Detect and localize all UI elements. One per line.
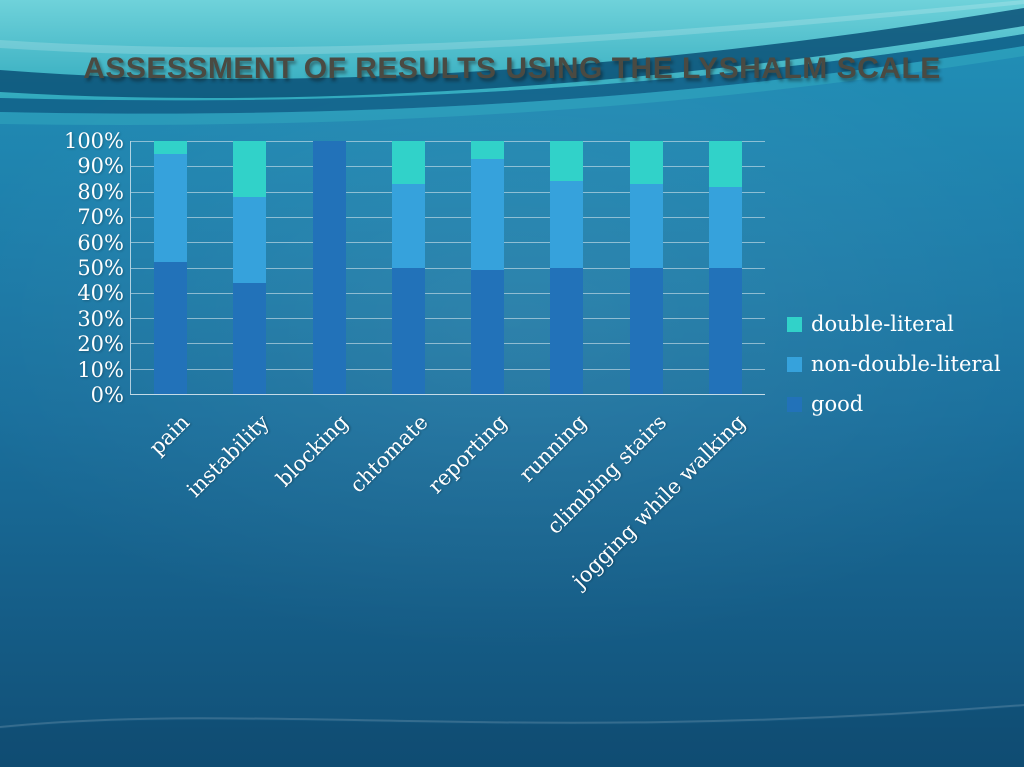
gridline [131,166,765,168]
bar-segment-good [629,267,663,394]
legend-label: double-literal [811,312,954,336]
bar-segment-double-literal [550,141,584,182]
bar-blocking [312,141,346,394]
bar-segment-good [550,267,584,394]
legend-swatch [787,396,802,412]
x-axis-category-label: chtomate [345,410,433,498]
bar-segment-double-literal [233,141,267,197]
bar-segment-non-double-literal [550,181,584,268]
y-axis-tick-label: 10% [77,357,124,382]
y-axis-tick-label: 20% [77,332,124,357]
legend-label: non-double-literal [811,352,1001,376]
x-axis-category-label: running [514,410,592,487]
bar-jogging-while-walking [708,141,742,394]
legend-item-double-literal: double-literal [787,312,1001,336]
bar-segment-double-literal [391,141,425,185]
bar-segment-good [154,262,188,394]
bar-pain [154,141,188,394]
bar-segment-non-double-literal [708,186,742,268]
bar-running [550,141,584,394]
legend-item-good: good [787,392,1001,416]
bar-segment-non-double-literal [629,184,663,268]
y-axis-tick-label: 70% [77,205,124,230]
bar-segment-good [708,267,742,394]
y-axis: 100% 90% 80% 70% 60% 50% 40% 30% 20% 10% 0% [36,129,124,407]
bar-reporting [471,141,505,394]
bar-segment-double-literal [629,141,663,185]
plot-area [130,141,765,395]
bar-segment-good [312,141,346,394]
gridline [131,343,765,345]
bar-segment-non-double-literal [391,184,425,268]
bar-chtomate [391,141,425,394]
gridline [131,267,765,269]
x-axis-category-label: reporting [423,410,513,499]
x-axis-labels: pain instability blocking chtomate reporting… [130,396,765,616]
legend-label: good [811,392,864,416]
gridline [131,216,765,218]
y-axis-tick-label: 30% [77,306,124,331]
bars [131,141,765,394]
bar-segment-double-literal [708,141,742,187]
bar-segment-double-literal [154,141,188,154]
y-axis-tick-label: 100% [63,129,124,153]
legend: double-literal non-double-literal good [787,312,1001,416]
legend-item-non-double-literal: non-double-literal [787,352,1001,376]
bar-segment-non-double-literal [233,196,267,283]
gridline [131,141,765,142]
gridline [131,191,765,193]
x-axis-category-label: instability [182,410,275,502]
legend-swatch [787,356,802,372]
bar-segment-non-double-literal [471,158,505,271]
x-axis-category-label: blocking [272,410,354,492]
y-axis-tick-label: 80% [77,179,124,204]
gridline [131,242,765,244]
bar-climbing-stairs [629,141,663,394]
y-axis-tick-label: 40% [77,281,124,306]
bar-instability [233,141,267,394]
y-axis-tick-label: 60% [77,230,124,255]
gridline [131,368,765,370]
slide-title: ASSESSMENT OF RESULTS USING THE LYSHALM … [83,52,941,85]
y-axis-tick-label: 0% [90,383,124,407]
gridlines [131,141,765,394]
bar-segment-good [391,267,425,394]
bar-segment-good [471,270,505,394]
bar-segment-double-literal [471,141,505,159]
bar-segment-good [233,282,267,394]
y-axis-tick-label: 50% [77,256,124,280]
gridline [131,318,765,320]
bar-segment-non-double-literal [154,153,188,263]
gridline [131,292,765,294]
x-axis-category-label: pain [145,410,195,460]
legend-swatch [787,316,802,332]
y-axis-tick-label: 90% [77,154,124,179]
